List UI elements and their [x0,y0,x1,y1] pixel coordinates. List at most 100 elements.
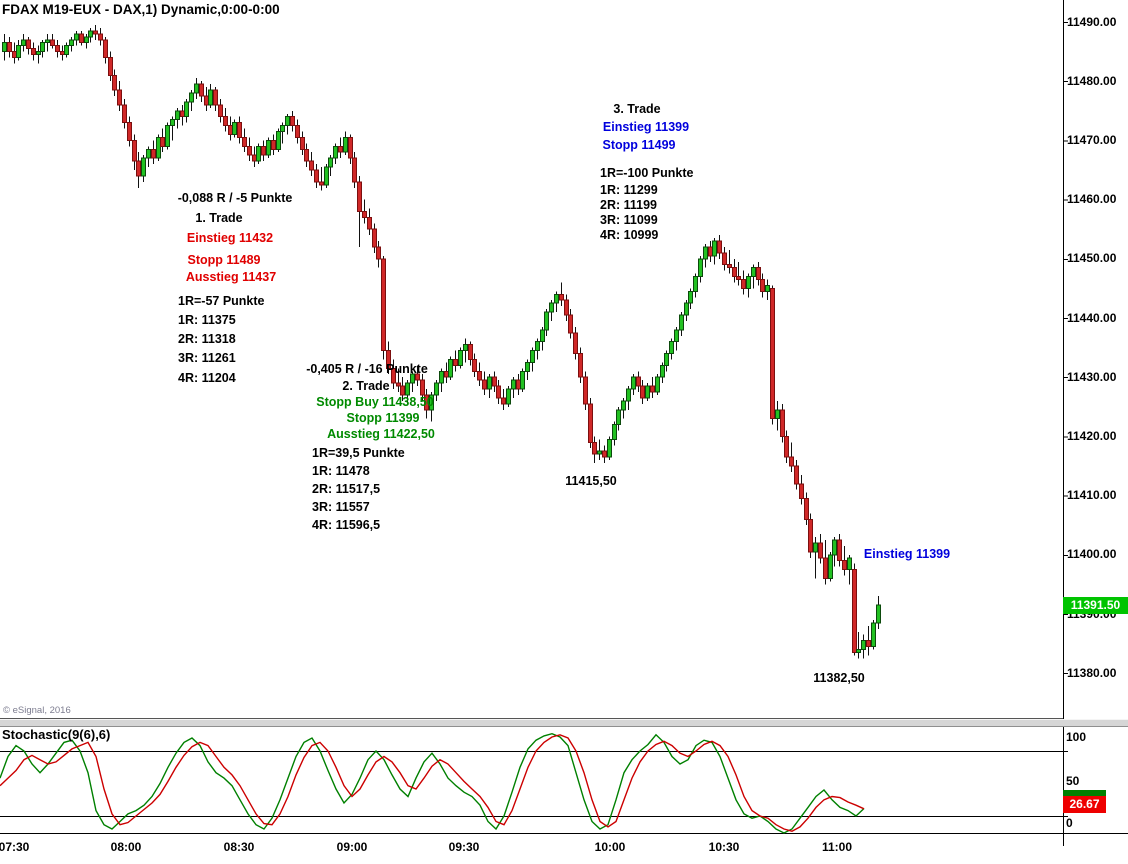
time-axis-label: 09:30 [448,840,480,854]
candle-down [501,397,506,405]
time-axis-label: 09:00 [336,840,368,854]
candle-down [799,483,804,500]
trade-annotation-text: 2R: 11318 [178,332,236,346]
candle-up [405,382,410,396]
candle-down [300,136,305,150]
candle-up [333,145,338,159]
candle-down [468,344,473,360]
candle-down [319,181,324,186]
candle-down [727,264,732,269]
trade-annotation-text: 1R: 11478 [312,464,370,478]
candle-down [808,518,813,553]
trade-annotation-text: 1R: 11375 [178,313,236,327]
candle-up [410,373,415,384]
candle-down [93,30,98,35]
candle-up [285,116,290,127]
trade-annotation-text: 2. Trade [342,379,390,393]
candle-up [280,125,285,133]
candle-up [40,42,45,53]
trade-annotation-text: 11382,50 [813,671,865,685]
trade-annotation-text: Stopp 11499 [602,138,676,152]
price-axis-label: 11430.00 [1067,369,1117,384]
price-axis-label: 11440.00 [1067,310,1117,325]
candle-down [770,287,775,420]
trade-annotation-text: -0,405 R / -16 Punkte [306,362,428,376]
candle-down [842,560,847,571]
trade-annotation-text: Ausstieg 11422,50 [327,427,435,441]
candle-down [583,376,588,405]
trade-annotation-text: 3R: 11261 [178,351,236,365]
trade-annotation-text: 4R: 11596,5 [312,518,381,532]
candle-up [84,36,89,44]
candle-down [573,332,578,355]
candle-down [79,33,84,44]
candle-up [64,45,69,56]
candle-down [588,403,593,443]
stochastic-axis-label: 100 [1066,730,1087,744]
candle-up [698,258,703,278]
candle-up [597,450,602,455]
price-axis-label: 11460.00 [1067,192,1117,207]
candle-up [88,30,93,38]
copyright-text: © eSignal, 2016 [3,705,71,716]
time-axis-label: 10:30 [708,840,740,854]
candle-down [386,350,391,369]
candle-up [525,361,530,372]
time-axis-label: 08:30 [223,840,255,854]
time-axis-label: 11:00 [821,840,853,854]
candle-down [132,139,137,162]
candle-up [856,649,861,653]
candle-up [175,110,180,121]
price-axis-label: 11410.00 [1067,488,1117,503]
candle-down [444,370,449,378]
candle-down [741,279,746,289]
candle-up [530,350,535,363]
time-axis-label: 07:30 [0,840,30,854]
candle-down [780,409,785,437]
candle-down [400,385,405,396]
candle-up [621,400,626,411]
candle-up [645,385,650,399]
candle-down [559,293,564,301]
candle-up [813,542,818,553]
candle-down [314,169,319,183]
candle-down [415,373,420,381]
candle-up [712,240,717,257]
candle-down [136,160,141,177]
candle-up [36,51,41,56]
price-axis-label: 11380.00 [1067,665,1117,680]
candle-up [684,302,689,316]
candle-up [463,344,468,352]
candle-down [31,48,36,56]
trade-annotation-text: 1R=-100 Punkte [600,166,694,180]
candle-up [679,314,684,331]
candle-up [655,376,660,393]
candle-down [477,370,482,381]
candle-up [141,157,146,177]
candle-down [592,441,597,455]
candle-up [828,554,833,579]
candle-up [324,166,329,186]
candle-up [439,370,444,384]
trade-annotation-text: 3R: 11099 [600,213,658,227]
candle-up [746,276,751,289]
candle-down [199,83,204,97]
candle-up [693,276,698,292]
candle-down [372,228,377,248]
panel-splitter[interactable] [0,719,1128,727]
candle-up [664,353,669,366]
candle-down [160,136,165,147]
trade-annotation-text: Einstieg 11432 [186,231,274,245]
candle-up [876,604,881,624]
candle-down [472,358,477,372]
candle-down [852,569,857,653]
candle-down [789,456,794,467]
candle-up [16,45,21,59]
candle-up [184,101,189,118]
trade-annotation-text: 1R=39,5 Punkte [312,446,405,460]
candle-up [674,329,679,343]
stochastic-k-line [0,732,865,834]
candle-up [544,311,549,331]
candle-up [208,89,213,106]
